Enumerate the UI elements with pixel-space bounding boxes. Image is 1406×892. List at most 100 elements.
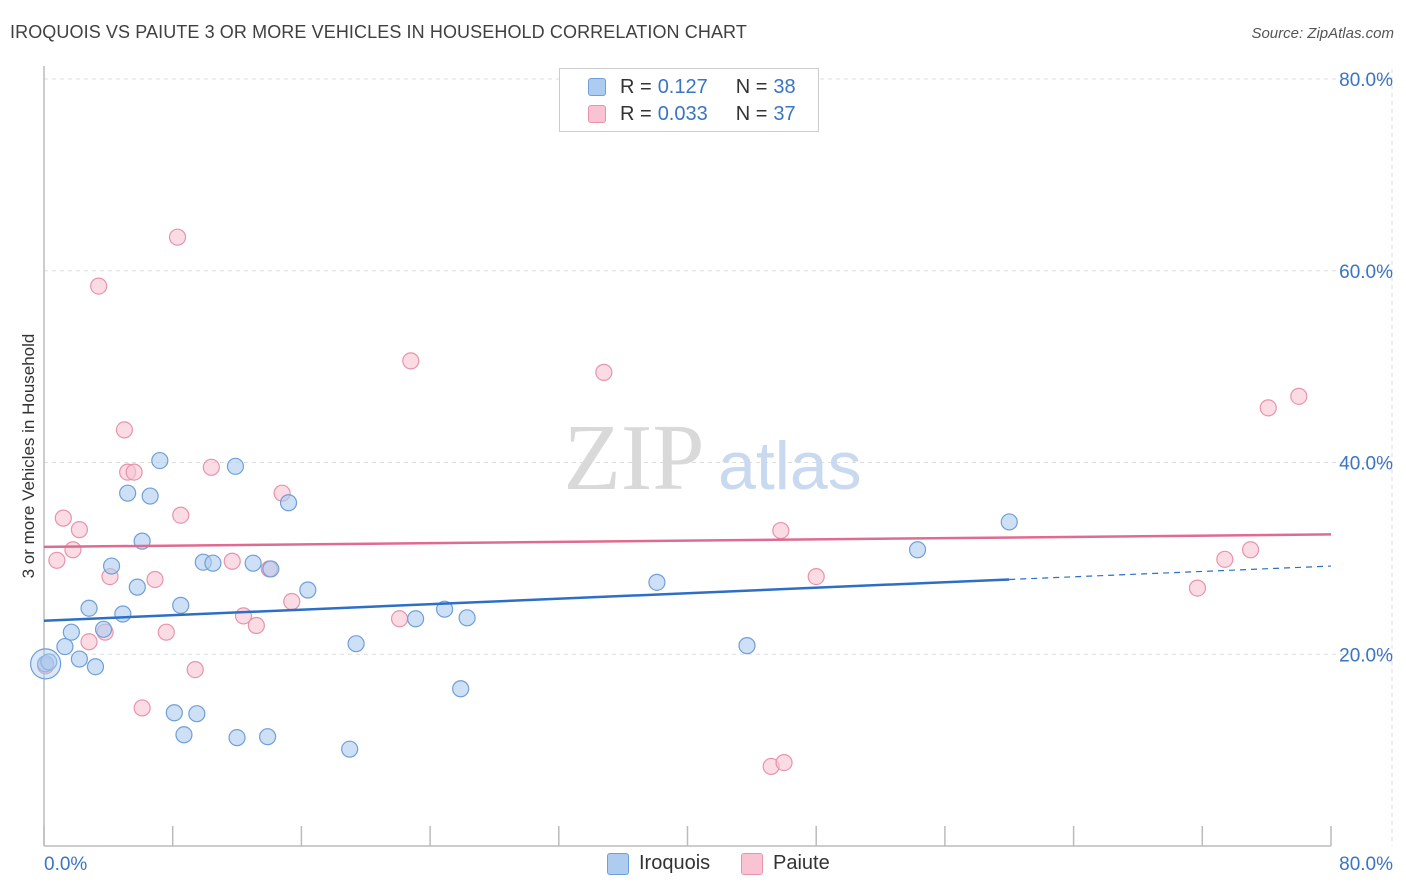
series-legend: Iroquois Paiute — [0, 852, 1406, 878]
point-paiute — [1188, 579, 1207, 597]
trendline-iroquois — [43, 578, 1010, 622]
point-paiute — [283, 592, 301, 611]
series-swatch-paiute — [741, 852, 763, 875]
point-iroquois — [62, 623, 80, 641]
point-iroquois — [226, 457, 245, 475]
legend-r-label: R = — [620, 75, 652, 98]
legend-n-label: N = — [735, 102, 768, 125]
point-iroquois — [175, 726, 193, 744]
point-paiute — [70, 521, 88, 539]
point-iroquois — [128, 578, 146, 596]
x-tick-label: 80.0% — [1339, 854, 1393, 875]
point-iroquois — [188, 705, 206, 723]
legend-r-label: R = — [620, 102, 652, 125]
point-paiute — [186, 660, 204, 679]
legend-n-value: 38 — [773, 75, 796, 98]
point-iroquois — [262, 560, 280, 578]
point-iroquois — [80, 599, 98, 617]
axes — [43, 66, 1332, 847]
point-iroquois — [56, 637, 74, 656]
trendline-paiute — [43, 533, 1332, 549]
point-paiute — [1241, 541, 1260, 559]
chart-title: IROQUOIS VS PAIUTE 3 OR MORE VEHICLES IN… — [10, 22, 747, 42]
point-iroquois — [435, 600, 454, 618]
point-iroquois — [259, 728, 277, 746]
point-paiute — [402, 352, 420, 370]
point-paiute — [80, 633, 98, 651]
point-paiute — [772, 521, 790, 540]
point-iroquois — [172, 596, 190, 614]
point-paiute — [807, 567, 825, 586]
legend-r-value: 0.127 — [657, 75, 708, 98]
point-iroquois-cluster — [30, 648, 62, 680]
point-paiute — [1216, 550, 1234, 568]
point-iroquois — [458, 609, 476, 627]
grid-lines — [44, 69, 1393, 846]
legend-swatch-paiute — [588, 105, 606, 123]
point-iroquois — [452, 680, 470, 698]
point-paiute — [390, 610, 409, 628]
point-iroquois — [347, 635, 365, 653]
legend-n-label: N = — [735, 75, 768, 98]
point-paiute — [115, 421, 134, 439]
point-paiute — [146, 570, 164, 589]
point-paiute — [775, 753, 793, 772]
point-iroquois — [40, 653, 58, 671]
series-label-paiute: Paiute — [773, 852, 830, 874]
point-paiute — [1259, 399, 1277, 417]
series-swatch-iroquois — [607, 852, 629, 875]
trend-lines — [43, 533, 1332, 622]
point-iroquois — [244, 554, 262, 572]
y-tick-label: 60.0% — [1339, 262, 1393, 283]
point-paiute — [247, 616, 265, 635]
point-iroquois — [151, 451, 169, 470]
legend-r-value: 0.033 — [657, 102, 708, 125]
point-iroquois — [119, 484, 137, 502]
y-tick-label: 20.0% — [1339, 645, 1393, 666]
point-iroquois — [738, 637, 756, 655]
point-iroquois — [102, 557, 121, 575]
y-tick-label: 80.0% — [1339, 70, 1393, 91]
point-paiute — [48, 551, 66, 569]
x-tick-label: 0.0% — [44, 854, 87, 875]
watermark-zip: ZIP — [564, 406, 705, 510]
series-legend-iroquois: Iroquois — [607, 852, 710, 875]
point-paiute — [90, 277, 108, 295]
source-label: Source: ZipAtlas.com — [1251, 25, 1394, 42]
tick-labels: 20.0% 40.0% 60.0% 80.0% 0.0% 80.0% — [44, 70, 1393, 875]
point-iroquois — [70, 650, 88, 668]
trendline-iroquois-extension — [1009, 565, 1332, 581]
point-paiute — [157, 623, 175, 641]
legend-row-paiute: R = 0.033 N = 37 — [560, 101, 796, 127]
point-iroquois — [1000, 513, 1018, 531]
data-points — [30, 228, 1308, 776]
point-paiute — [125, 463, 143, 481]
point-paiute — [1290, 387, 1308, 405]
point-paiute — [133, 699, 151, 717]
point-iroquois — [94, 620, 113, 638]
watermark: ZIP atlas — [564, 406, 862, 510]
y-axis-label: 3 or more Vehicles in Household — [19, 334, 38, 579]
point-paiute — [223, 552, 241, 570]
point-iroquois — [407, 610, 425, 628]
series-legend-paiute: Paiute — [741, 852, 830, 875]
point-iroquois — [114, 605, 132, 623]
series-label-iroquois: Iroquois — [639, 852, 711, 874]
point-iroquois — [299, 581, 317, 599]
watermark-atlas: atlas — [718, 428, 862, 504]
point-paiute — [168, 228, 187, 246]
point-paiute — [64, 541, 82, 559]
legend-row-iroquois: R = 0.127 N = 38 — [560, 74, 796, 100]
point-iroquois — [341, 740, 359, 758]
point-iroquois — [204, 554, 222, 572]
point-iroquois — [165, 704, 183, 722]
point-paiute — [172, 506, 190, 524]
legend-n-value: 37 — [773, 102, 796, 125]
point-iroquois — [228, 729, 246, 747]
point-iroquois — [141, 487, 159, 505]
point-paiute — [595, 363, 613, 381]
legend-swatch-iroquois — [588, 78, 606, 96]
point-iroquois — [908, 541, 927, 559]
point-paiute — [54, 509, 72, 527]
